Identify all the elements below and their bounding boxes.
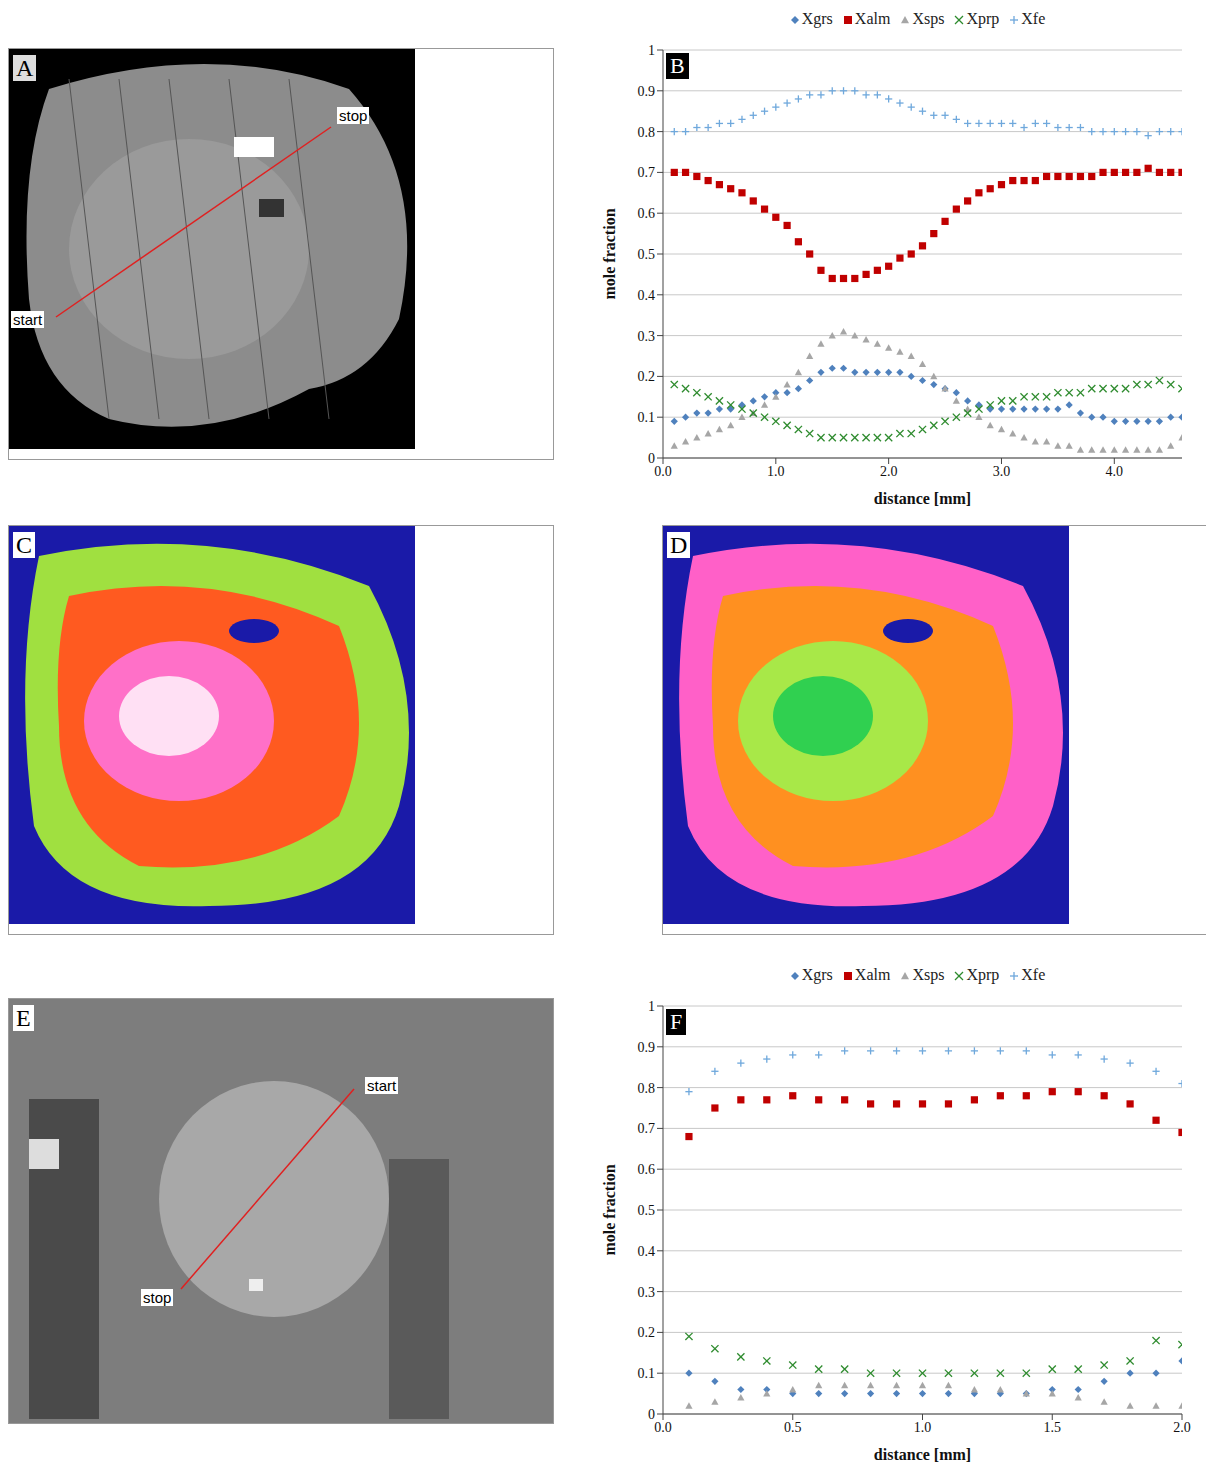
html-text:Xfe: Xfe: [1021, 966, 1046, 983]
html-text:E: E: [16, 1005, 31, 1031]
svg-text:0.5: 0.5: [638, 247, 656, 262]
svg-text:0.1: 0.1: [638, 410, 656, 425]
svg-text:distance [mm]: distance [mm]: [874, 490, 971, 507]
svg-text:0.1: 0.1: [638, 1366, 656, 1381]
svg-text:0.6: 0.6: [638, 206, 656, 221]
html-text:stop: stop: [143, 1289, 172, 1306]
svg-text:distance [mm]: distance [mm]: [874, 1446, 971, 1463]
html-text:D: D: [670, 532, 688, 558]
html-text:B: B: [670, 53, 685, 78]
html-text:C: C: [16, 532, 32, 558]
svg-text:0.8: 0.8: [638, 125, 656, 140]
svg-text:1: 1: [648, 999, 655, 1014]
svg-text:0.9: 0.9: [638, 84, 656, 99]
svg-text:mole fraction: mole fraction: [601, 1164, 618, 1255]
svg-text:2.0: 2.0: [880, 464, 898, 479]
html-text:Xgrs: Xgrs: [801, 966, 833, 983]
svg-text:0.3: 0.3: [638, 329, 656, 344]
svg-text:0.5: 0.5: [638, 1203, 656, 1218]
svg-text:0.5: 0.5: [784, 1420, 802, 1435]
html-text:Xsps: Xsps: [912, 966, 945, 983]
svg-text:0.8: 0.8: [638, 1081, 656, 1096]
svg-text:0.3: 0.3: [638, 1285, 656, 1300]
html-text:stop: stop: [339, 107, 368, 124]
svg-text:0.4: 0.4: [638, 1244, 656, 1259]
svg-text:0.2: 0.2: [638, 1325, 656, 1340]
svg-text:0.7: 0.7: [638, 165, 656, 180]
svg-text:0.4: 0.4: [638, 288, 656, 303]
html-text:Xalm: Xalm: [854, 966, 891, 983]
svg-text:0.0: 0.0: [654, 1420, 672, 1435]
svg-text:2.0: 2.0: [1173, 1420, 1191, 1435]
svg-text:0.9: 0.9: [638, 1040, 656, 1055]
svg-text:0.7: 0.7: [638, 1121, 656, 1136]
html-text:Xprp: Xprp: [966, 966, 1000, 983]
html-text:Xfe: Xfe: [1021, 10, 1046, 27]
html-text:F: F: [670, 1009, 683, 1034]
svg-text:3.0: 3.0: [993, 464, 1011, 479]
svg-text:1.0: 1.0: [767, 464, 785, 479]
html-text:Xsps: Xsps: [912, 10, 945, 27]
svg-text:0.6: 0.6: [638, 1162, 656, 1177]
html-text:A: A: [16, 55, 34, 81]
html-text:Xgrs: Xgrs: [801, 10, 833, 27]
svg-text:0: 0: [648, 1407, 655, 1422]
svg-text:0: 0: [648, 451, 655, 466]
svg-text:mole fraction: mole fraction: [601, 208, 618, 299]
html-text:Xalm: Xalm: [854, 10, 891, 27]
svg-text:1.5: 1.5: [1044, 1420, 1062, 1435]
svg-text:0.2: 0.2: [638, 369, 656, 384]
svg-text:1: 1: [648, 43, 655, 58]
html-text:start: start: [13, 311, 43, 328]
html-text:start: start: [367, 1077, 397, 1094]
svg-text:0.0: 0.0: [654, 464, 672, 479]
svg-text:1.0: 1.0: [914, 1420, 932, 1435]
html-text:Xprp: Xprp: [966, 10, 1000, 27]
svg-text:4.0: 4.0: [1106, 464, 1124, 479]
